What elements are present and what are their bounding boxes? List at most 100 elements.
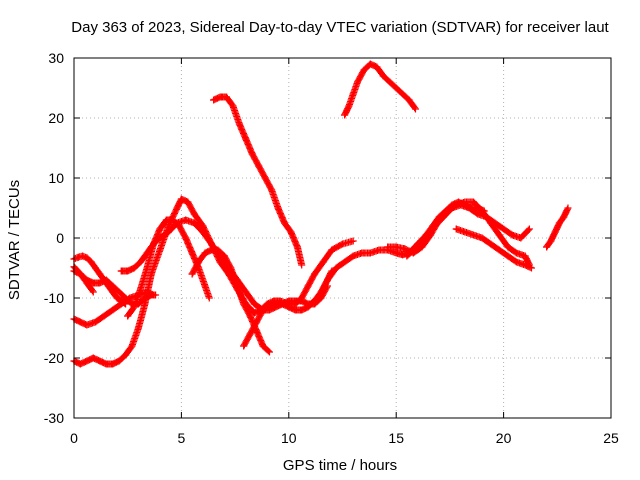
data-point <box>328 246 336 254</box>
data-point <box>504 243 512 251</box>
data-point <box>521 261 529 269</box>
data-point <box>448 201 456 209</box>
data-point <box>227 264 235 272</box>
data-point <box>74 253 82 261</box>
data-point <box>89 288 97 296</box>
series-arc-12 <box>306 201 533 308</box>
data-point <box>304 282 312 290</box>
data-point <box>392 84 400 92</box>
data-point <box>366 60 374 68</box>
data-point <box>117 300 125 308</box>
series-arc-5 <box>70 195 357 368</box>
data-point <box>229 102 237 110</box>
data-point <box>96 279 104 287</box>
data-point <box>76 270 84 278</box>
data-point <box>76 360 84 368</box>
data-point <box>504 252 512 260</box>
data-point <box>470 231 477 239</box>
data-point <box>319 258 327 266</box>
y-tick-label: 10 <box>48 170 64 186</box>
data-point <box>298 261 306 269</box>
data-point <box>184 198 192 206</box>
data-point <box>190 210 198 218</box>
data-point <box>467 204 475 212</box>
data-point <box>291 306 299 314</box>
y-tick-label: -20 <box>44 350 64 366</box>
data-point <box>379 72 387 80</box>
data-point <box>384 243 392 251</box>
data-point <box>474 204 482 212</box>
data-point <box>495 246 503 254</box>
data-point <box>551 228 559 236</box>
data-point <box>83 254 91 262</box>
data-point <box>480 207 488 215</box>
data-point <box>130 264 138 272</box>
data-point <box>205 294 213 302</box>
data-point <box>261 174 269 182</box>
y-tick-label: -10 <box>44 290 64 306</box>
data-point <box>293 243 301 251</box>
chart-title: Day 363 of 2023, Sidereal Day-to-day VTE… <box>71 19 609 36</box>
data-point <box>487 219 495 227</box>
data-point <box>461 201 469 209</box>
data-point <box>134 324 142 332</box>
data-point <box>386 78 394 86</box>
y-tick-label: 30 <box>48 50 64 66</box>
data-point <box>315 294 323 302</box>
trail-marker <box>88 287 96 295</box>
x-tick-label: 15 <box>388 430 404 446</box>
data-point <box>102 360 110 368</box>
data-point <box>130 303 138 311</box>
data-point <box>199 228 207 236</box>
data-point <box>208 240 215 248</box>
data-point <box>500 225 508 233</box>
data-point <box>169 216 177 224</box>
data-point <box>246 312 254 320</box>
data-point <box>366 249 374 257</box>
data-point <box>115 357 123 365</box>
data-point <box>188 270 196 278</box>
data-point <box>100 312 108 320</box>
series-arc-10 <box>210 93 306 269</box>
data-point <box>248 150 256 158</box>
data-point <box>474 210 482 218</box>
x-tick-label: 10 <box>281 430 297 446</box>
data-point <box>259 306 267 314</box>
data-point <box>278 300 286 308</box>
data-point <box>83 279 91 287</box>
data-point <box>412 105 419 113</box>
data-point <box>478 234 486 242</box>
data-point <box>401 245 409 253</box>
data-point <box>508 231 516 239</box>
data-point <box>240 342 248 350</box>
data-point <box>429 222 437 230</box>
data-point <box>162 216 170 224</box>
data-point <box>137 285 145 293</box>
data-point <box>216 93 224 101</box>
data-point <box>117 267 125 275</box>
data-point <box>306 300 314 308</box>
data-point <box>564 204 572 212</box>
data-point <box>235 120 243 128</box>
data-point <box>375 246 383 254</box>
data-series <box>70 60 572 368</box>
data-point <box>104 282 112 290</box>
data-point <box>220 252 228 260</box>
data-point <box>525 225 533 233</box>
data-point <box>358 249 366 257</box>
series-arc-3 <box>70 263 97 296</box>
series-arc-16 <box>543 204 572 251</box>
data-point <box>513 258 520 266</box>
data-point <box>156 246 164 254</box>
data-point <box>126 294 134 302</box>
data-point <box>513 249 520 257</box>
data-point <box>240 300 248 308</box>
data-point <box>547 237 555 245</box>
data-point <box>92 318 99 326</box>
data-point <box>109 288 117 296</box>
data-point <box>124 312 132 320</box>
data-point <box>96 270 104 278</box>
series-arc-7 <box>124 216 213 320</box>
data-point <box>373 63 381 71</box>
data-point <box>208 246 215 254</box>
